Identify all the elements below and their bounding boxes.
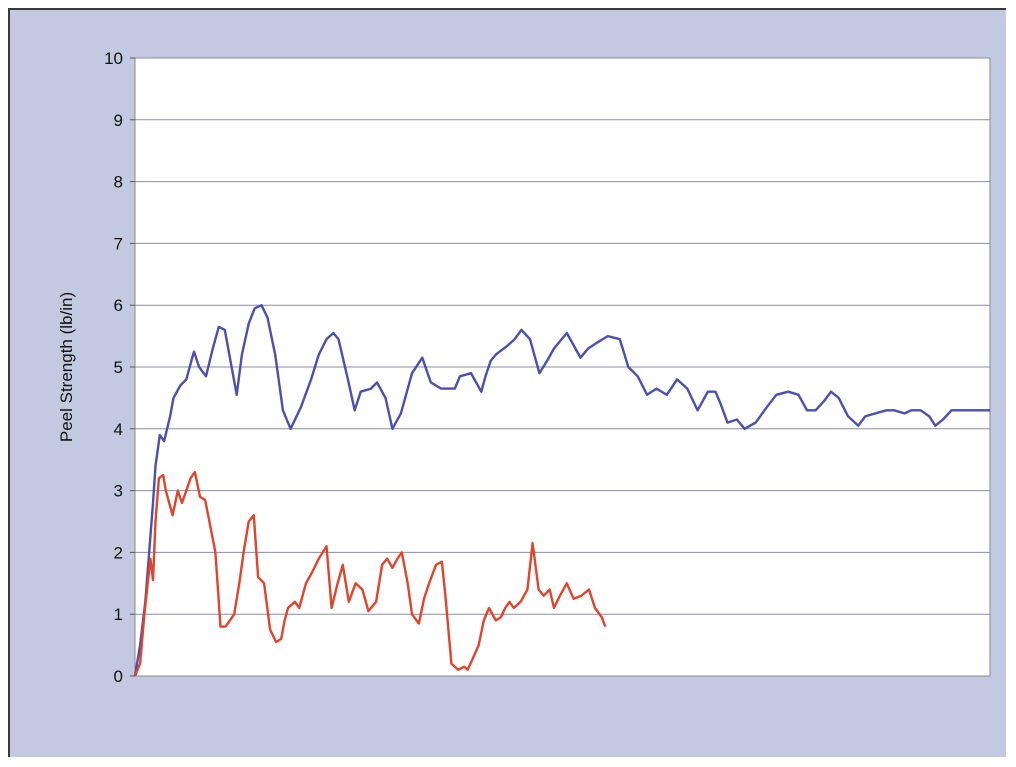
y-tick-label: 7 — [114, 234, 123, 253]
y-tick-label: 2 — [114, 543, 123, 562]
y-tick-label: 6 — [114, 296, 123, 315]
y-tick-label: 5 — [114, 358, 123, 377]
y-axis-title: Peel Strength (lb/in) — [57, 292, 76, 442]
series-lines — [133, 304, 990, 677]
y-tick-labels: 0 1 2 3 4 5 6 7 8 9 10 — [104, 49, 135, 686]
gridlines — [135, 57, 990, 615]
slide-frame: 0 1 2 3 4 5 6 7 8 9 10 Peel Strength (lb/in) — [8, 8, 1006, 757]
y-tick-label: 9 — [114, 111, 123, 130]
series-line-1 — [133, 304, 990, 677]
y-tick-label: 3 — [114, 482, 123, 501]
series-line-2 — [133, 470, 607, 677]
y-tick-label: 10 — [104, 49, 123, 68]
y-tick-label: 1 — [114, 605, 123, 624]
y-tick-label: 4 — [114, 420, 123, 439]
chart: 0 1 2 3 4 5 6 7 8 9 10 Peel Strength (lb/in) — [57, 49, 991, 686]
y-tick-label: 8 — [114, 173, 123, 192]
y-tick-label: 0 — [114, 667, 123, 686]
